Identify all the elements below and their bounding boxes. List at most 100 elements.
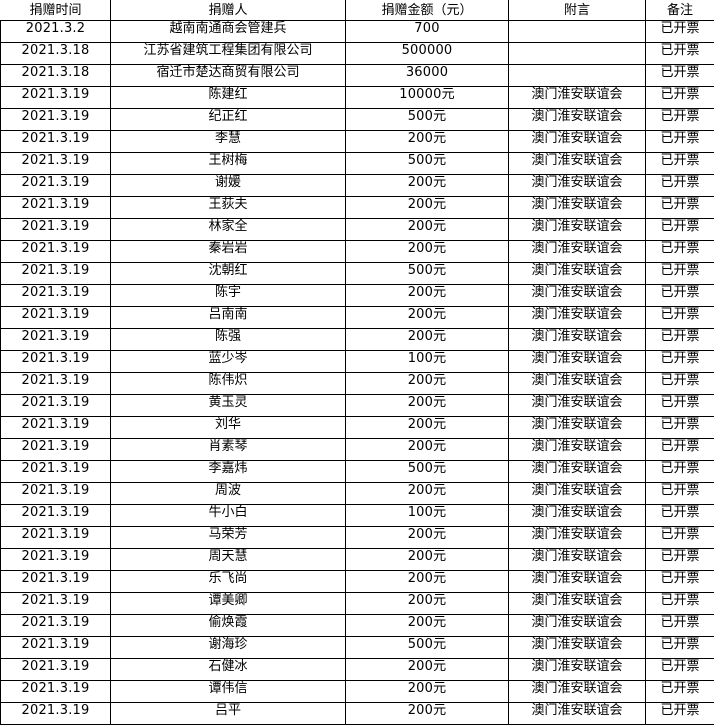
- cell-remark[interactable]: 已开票: [646, 219, 714, 241]
- cell-date[interactable]: 2021.3.19: [1, 241, 111, 263]
- cell-date[interactable]: 2021.3.19: [1, 219, 111, 241]
- cell-remark[interactable]: 已开票: [646, 395, 714, 417]
- cell-donor[interactable]: 肖素琴: [111, 439, 346, 461]
- cell-amount[interactable]: 500000: [346, 43, 509, 65]
- cell-remark[interactable]: 已开票: [646, 505, 714, 527]
- cell-remark[interactable]: 已开票: [646, 175, 714, 197]
- cell-amount[interactable]: 200元: [346, 131, 509, 153]
- cell-note[interactable]: 澳门淮安联谊会: [509, 373, 646, 395]
- cell-note[interactable]: 澳门淮安联谊会: [509, 197, 646, 219]
- cell-amount[interactable]: 200元: [346, 417, 509, 439]
- cell-amount[interactable]: 200元: [346, 175, 509, 197]
- cell-donor[interactable]: 陈宇: [111, 285, 346, 307]
- cell-date[interactable]: 2021.3.19: [1, 549, 111, 571]
- cell-date[interactable]: 2021.3.19: [1, 593, 111, 615]
- cell-donor[interactable]: 陈建红: [111, 87, 346, 109]
- cell-date[interactable]: 2021.3.19: [1, 483, 111, 505]
- cell-donor[interactable]: 王荻夫: [111, 197, 346, 219]
- cell-date[interactable]: 2021.3.18: [1, 65, 111, 87]
- cell-remark[interactable]: 已开票: [646, 571, 714, 593]
- cell-date[interactable]: 2021.3.19: [1, 87, 111, 109]
- cell-donor[interactable]: 纪正红: [111, 109, 346, 131]
- cell-remark[interactable]: 已开票: [646, 659, 714, 681]
- cell-date[interactable]: 2021.3.19: [1, 109, 111, 131]
- cell-amount[interactable]: 200元: [346, 241, 509, 263]
- cell-date[interactable]: 2021.3.19: [1, 285, 111, 307]
- cell-note[interactable]: [509, 65, 646, 87]
- cell-note[interactable]: 澳门淮安联谊会: [509, 109, 646, 131]
- cell-amount[interactable]: 200元: [346, 549, 509, 571]
- cell-amount[interactable]: 500元: [346, 263, 509, 285]
- cell-remark[interactable]: 已开票: [646, 439, 714, 461]
- cell-donor[interactable]: 蓝少岑: [111, 351, 346, 373]
- cell-note[interactable]: 澳门淮安联谊会: [509, 637, 646, 659]
- cell-date[interactable]: 2021.3.19: [1, 637, 111, 659]
- cell-donor[interactable]: 陈强: [111, 329, 346, 351]
- cell-note[interactable]: [509, 21, 646, 43]
- cell-note[interactable]: 澳门淮安联谊会: [509, 131, 646, 153]
- cell-amount[interactable]: 200元: [346, 681, 509, 703]
- cell-remark[interactable]: 已开票: [646, 307, 714, 329]
- cell-note[interactable]: 澳门淮安联谊会: [509, 681, 646, 703]
- cell-date[interactable]: 2021.3.19: [1, 439, 111, 461]
- cell-remark[interactable]: 已开票: [646, 637, 714, 659]
- cell-remark[interactable]: 已开票: [646, 351, 714, 373]
- cell-note[interactable]: 澳门淮安联谊会: [509, 307, 646, 329]
- cell-amount[interactable]: 200元: [346, 439, 509, 461]
- cell-donor[interactable]: 周波: [111, 483, 346, 505]
- cell-remark[interactable]: 已开票: [646, 593, 714, 615]
- cell-note[interactable]: 澳门淮安联谊会: [509, 505, 646, 527]
- cell-date[interactable]: 2021.3.19: [1, 329, 111, 351]
- cell-note[interactable]: 澳门淮安联谊会: [509, 593, 646, 615]
- cell-date[interactable]: 2021.3.19: [1, 417, 111, 439]
- cell-note[interactable]: 澳门淮安联谊会: [509, 461, 646, 483]
- cell-date[interactable]: 2021.3.19: [1, 571, 111, 593]
- cell-note[interactable]: 澳门淮安联谊会: [509, 483, 646, 505]
- cell-amount[interactable]: 200元: [346, 285, 509, 307]
- cell-amount[interactable]: 100元: [346, 505, 509, 527]
- cell-date[interactable]: 2021.3.19: [1, 395, 111, 417]
- cell-donor[interactable]: 乐飞尚: [111, 571, 346, 593]
- cell-remark[interactable]: 已开票: [646, 373, 714, 395]
- cell-note[interactable]: 澳门淮安联谊会: [509, 329, 646, 351]
- cell-donor[interactable]: 越南南通商会管建兵: [111, 21, 346, 43]
- cell-donor[interactable]: 刘华: [111, 417, 346, 439]
- cell-note[interactable]: 澳门淮安联谊会: [509, 549, 646, 571]
- cell-amount[interactable]: 700: [346, 21, 509, 43]
- cell-amount[interactable]: 200元: [346, 219, 509, 241]
- cell-note[interactable]: 澳门淮安联谊会: [509, 527, 646, 549]
- cell-date[interactable]: 2021.3.19: [1, 263, 111, 285]
- cell-remark[interactable]: 已开票: [646, 483, 714, 505]
- cell-note[interactable]: 澳门淮安联谊会: [509, 175, 646, 197]
- cell-date[interactable]: 2021.3.19: [1, 175, 111, 197]
- cell-remark[interactable]: 已开票: [646, 285, 714, 307]
- cell-note[interactable]: 澳门淮安联谊会: [509, 87, 646, 109]
- cell-amount[interactable]: 200元: [346, 483, 509, 505]
- cell-donor[interactable]: 偷焕霞: [111, 615, 346, 637]
- cell-note[interactable]: 澳门淮安联谊会: [509, 263, 646, 285]
- cell-donor[interactable]: 秦岩岩: [111, 241, 346, 263]
- cell-note[interactable]: 澳门淮安联谊会: [509, 439, 646, 461]
- cell-amount[interactable]: 200元: [346, 373, 509, 395]
